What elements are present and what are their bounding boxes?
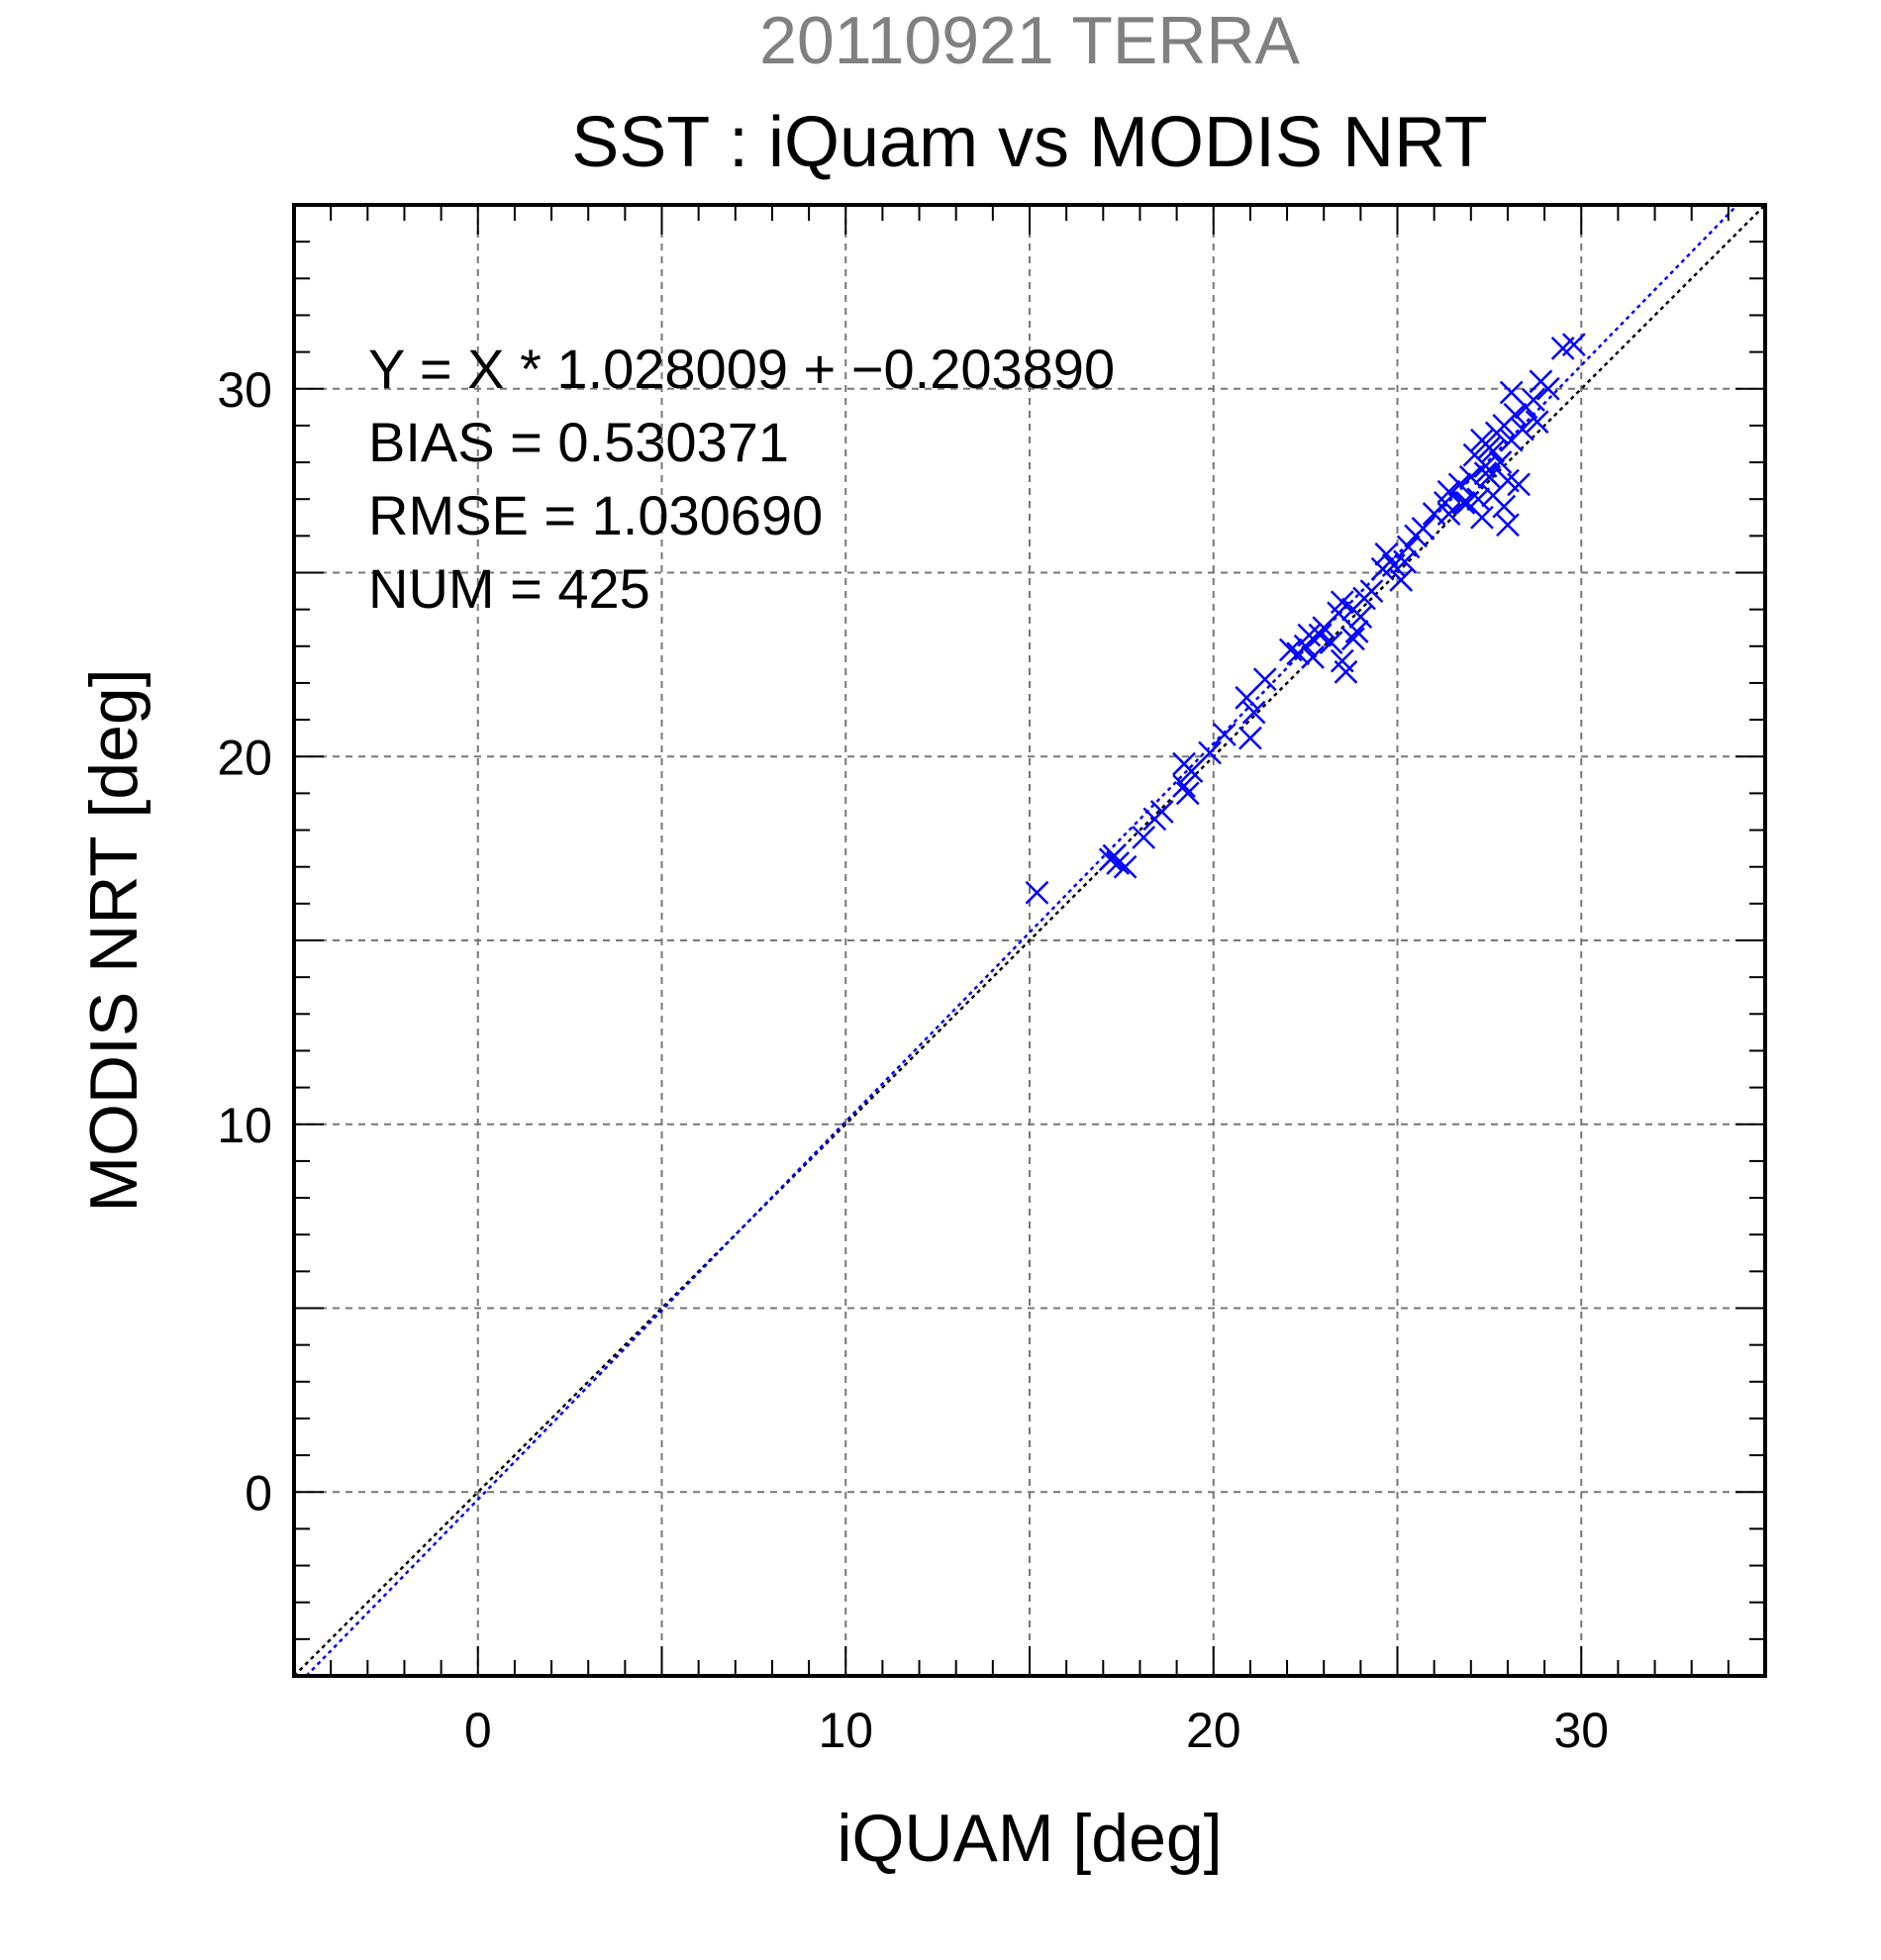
data-point — [1330, 590, 1354, 615]
reference-lines — [293, 204, 1766, 1677]
y-tick-label: 0 — [245, 1465, 272, 1520]
data-point — [1359, 579, 1384, 603]
data-point — [1393, 549, 1417, 574]
data-point — [1319, 631, 1343, 654]
regression-equation: Y = X * 1.028009 + −0.203890 — [368, 338, 1115, 400]
data-points — [1025, 333, 1586, 905]
data-point — [1149, 800, 1174, 824]
data-point — [1389, 568, 1414, 592]
data-point — [1436, 502, 1461, 526]
x-tick-label: 20 — [1186, 1703, 1241, 1758]
data-point — [1172, 751, 1196, 776]
regression-line — [305, 204, 1738, 1677]
data-point — [1374, 542, 1399, 566]
data-point — [1488, 450, 1513, 474]
bias-value: BIAS = 0.530371 — [368, 411, 789, 473]
data-point — [1341, 627, 1365, 651]
data-point — [1499, 380, 1524, 405]
identity-line — [293, 204, 1766, 1677]
x-tick-label: 30 — [1553, 1703, 1609, 1758]
chart-supertitle: 20110921 TERRA — [759, 3, 1300, 78]
data-point — [1308, 623, 1333, 647]
x-tick-label: 0 — [464, 1703, 492, 1758]
num-value: NUM = 425 — [368, 557, 650, 620]
data-point — [1334, 659, 1358, 684]
x-axis-label: iQUAM [deg] — [837, 1801, 1222, 1876]
data-point — [1522, 388, 1545, 412]
data-point — [1297, 623, 1322, 647]
annotation-block: Y = X * 1.028009 + −0.203890 BIAS = 0.53… — [368, 338, 1115, 620]
data-point — [1172, 774, 1196, 798]
data-point — [1102, 843, 1127, 868]
data-point — [1235, 685, 1259, 710]
data-point — [1507, 472, 1531, 497]
data-point — [1503, 402, 1528, 427]
data-point — [1175, 781, 1200, 806]
data-point — [1238, 726, 1262, 750]
data-point — [1481, 440, 1505, 463]
data-point — [1396, 535, 1421, 559]
data-point — [1301, 645, 1325, 669]
y-tick-label: 20 — [217, 730, 272, 785]
chart-title: SST : iQuam vs MODIS NRT — [571, 103, 1488, 182]
data-point — [1535, 376, 1560, 401]
y-tick-label: 30 — [217, 362, 272, 418]
x-tick-label: 10 — [818, 1703, 873, 1758]
plot-frame — [292, 203, 1767, 1678]
data-point — [1411, 517, 1436, 540]
data-point — [1451, 491, 1476, 515]
data-point — [1510, 417, 1534, 441]
data-point — [1252, 667, 1277, 692]
grid-lines — [294, 205, 1765, 1676]
data-point — [1455, 491, 1479, 515]
data-point — [1496, 513, 1520, 538]
y-tick-label: 10 — [217, 1098, 272, 1153]
data-point — [1436, 479, 1461, 504]
tick-labels: 0 10 20 30 0 10 20 30 — [217, 362, 1609, 1758]
data-point — [1213, 723, 1237, 746]
data-point — [1348, 605, 1373, 629]
data-point — [1492, 494, 1517, 519]
data-point — [1561, 333, 1586, 357]
data-point — [1473, 461, 1498, 486]
y-axis-label: MODIS NRT [deg] — [76, 668, 151, 1212]
axis-ticks — [293, 204, 1766, 1677]
rmse-value: RMSE = 1.030690 — [368, 484, 823, 546]
data-point — [1198, 740, 1222, 765]
data-point — [1525, 410, 1549, 435]
data-point — [1278, 637, 1303, 662]
data-point — [1106, 851, 1131, 875]
data-point — [1458, 465, 1483, 489]
data-point — [1025, 880, 1049, 905]
data-point — [1447, 472, 1472, 497]
data-point — [1344, 620, 1369, 643]
data-point — [1132, 826, 1156, 849]
data-point — [1241, 700, 1266, 725]
